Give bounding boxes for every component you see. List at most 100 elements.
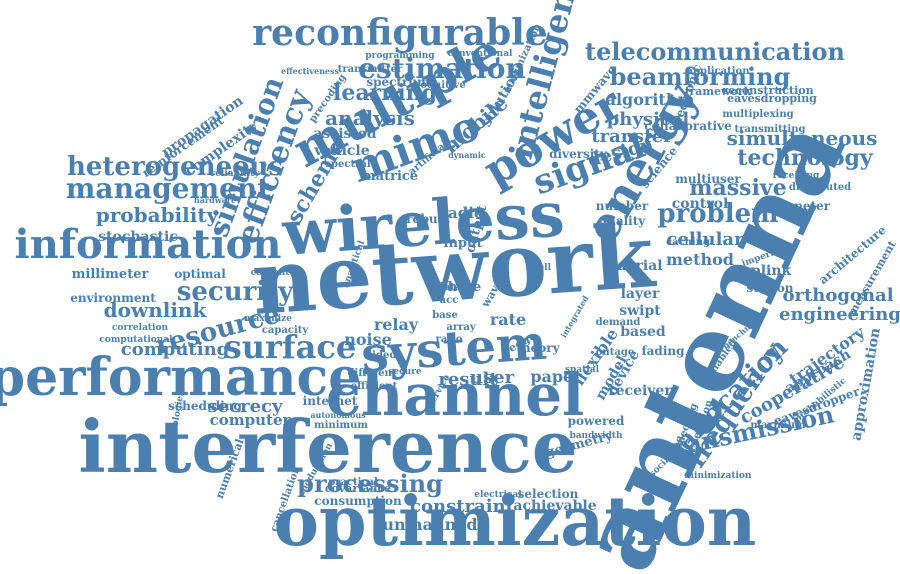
word-simultaneous: simultaneous: [727, 126, 878, 150]
word-hardware: hardware: [194, 195, 236, 205]
word-control: control: [672, 196, 729, 212]
word-noise: noise: [344, 330, 392, 349]
word-bandwidth: bandwidth: [569, 431, 623, 441]
word-secure: secure: [388, 367, 422, 377]
word-multiuser: multiuser: [675, 172, 741, 186]
word-base: base: [432, 310, 457, 321]
word-caching: caching: [666, 237, 710, 248]
word-selection: selection: [518, 487, 579, 501]
word-maximize: maximize: [244, 314, 292, 324]
word-eavesdropping: eavesdropping: [727, 92, 817, 105]
word-cellular: cellular: [666, 229, 744, 250]
word-distributed: distributed: [789, 182, 851, 193]
word-massive: massive: [689, 175, 786, 201]
word-receiving: receiving: [773, 171, 820, 181]
word-based: based: [620, 324, 666, 340]
word-transmitting: transmitting: [735, 124, 806, 135]
word-estimation: estimation: [358, 52, 526, 85]
word-input: input: [444, 236, 483, 251]
word-scheduling: scheduling: [168, 399, 242, 413]
word-aerial: aerial: [617, 258, 662, 274]
word-achievable: achievable: [513, 498, 596, 514]
word-uplink: uplink: [741, 263, 792, 279]
word-different: different: [348, 368, 397, 379]
word-reliability: reliability: [210, 169, 260, 179]
word-swipt: swipt: [619, 303, 661, 319]
word-consumption: consumption: [314, 494, 402, 508]
word-problem: problem: [657, 199, 778, 229]
word-station: station: [747, 281, 794, 295]
word-spectrum: spectrum: [366, 75, 430, 89]
word-electrical: electrical: [474, 490, 522, 500]
word-phase: phase: [439, 280, 482, 295]
word-analysis: analysis: [325, 106, 415, 130]
word-cell: cell: [533, 263, 552, 273]
word-engineering: engineering: [779, 304, 900, 325]
word-data: data: [437, 282, 462, 293]
word-physical: physical: [607, 109, 690, 130]
word-dynamic: dynamic: [448, 150, 486, 160]
word-computational: computational: [99, 335, 173, 345]
word-technology: technology: [737, 145, 874, 171]
word-computer: computer: [210, 411, 292, 429]
word-performance: performance: [0, 347, 361, 408]
word-user: user: [470, 367, 515, 388]
word-transmitter: transmitter: [338, 64, 403, 75]
word-programming: programming: [365, 51, 435, 61]
word-conventional: conventional: [448, 49, 513, 59]
word-radio: radio: [440, 204, 484, 222]
word-parameter: parameter: [760, 199, 831, 213]
word-reconstruction: reconstruction: [722, 84, 813, 97]
word-practical: practical: [328, 477, 378, 488]
word-orthogonal: orthogonal: [782, 285, 893, 306]
word-powered: powered: [568, 414, 625, 428]
word-application: application: [687, 66, 751, 77]
word-efficient: efficient: [351, 381, 398, 392]
word-internet: internet: [303, 394, 358, 408]
word-millimeter: millimeter: [72, 267, 149, 282]
word-rate: rate: [490, 310, 526, 329]
word-vehicle: vehicle: [313, 143, 369, 159]
word-spatial: spatial: [565, 365, 600, 375]
word-array: array: [446, 322, 476, 333]
word-channel: channel: [326, 361, 584, 429]
word-fading: fading: [641, 344, 685, 358]
word-method: method: [666, 250, 734, 269]
word-aided: aided: [366, 350, 397, 361]
word-spectral: spectral: [325, 159, 370, 170]
word-information: information: [15, 221, 282, 268]
word-computing: computing: [121, 339, 230, 360]
word-minimum: minimum: [314, 420, 368, 431]
word-acc: acc: [440, 295, 459, 306]
word-collaborative: collaborative: [644, 119, 732, 133]
word-optimal: optimal: [174, 267, 226, 281]
word-security: security: [177, 277, 294, 307]
word-unmanned: unmanned: [382, 515, 477, 534]
word-matrice: matrice: [362, 169, 418, 184]
word-interference: interference: [78, 404, 577, 489]
word-constraint: constraint: [410, 496, 515, 517]
word-multiplexing: multiplexing: [722, 109, 793, 120]
word-probability: probability: [96, 203, 220, 227]
word-secrecy: secrecy: [208, 396, 283, 417]
word-environment: environment: [70, 291, 156, 305]
word-diversity: diversity: [549, 147, 608, 161]
word-framework: framework: [685, 85, 752, 98]
word-theory: theory: [516, 341, 560, 355]
word-algorithm: algorithm: [606, 90, 695, 109]
word-ratio: ratio: [436, 334, 463, 345]
word-layer: layer: [621, 286, 660, 302]
word-learning: learning: [333, 80, 437, 106]
word-management: management: [66, 172, 270, 205]
word-autonomous: autonomous: [310, 410, 366, 420]
word-relay: relay: [374, 315, 419, 334]
word-capacity: capacity: [262, 325, 310, 336]
word-downlink: downlink: [104, 298, 208, 322]
word-heterogeneous: heterogeneous: [67, 152, 283, 182]
word-effectiveness: effectiveness: [281, 66, 340, 76]
word-reconfigurable: reconfigurable: [252, 12, 548, 54]
word-robust: robust: [406, 212, 450, 226]
word-transfer: transfer: [591, 126, 673, 147]
